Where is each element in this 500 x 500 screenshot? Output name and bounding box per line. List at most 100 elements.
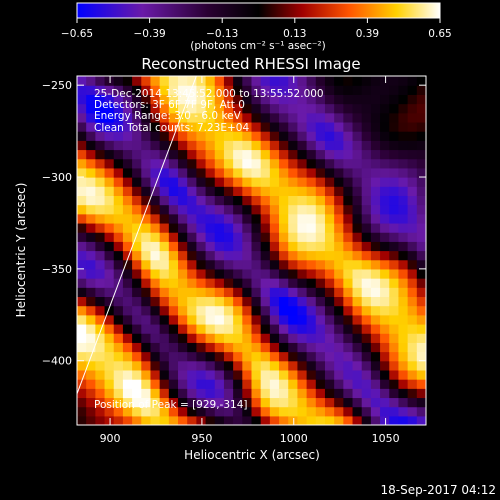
heatmap-cell (150, 213, 161, 224)
heatmap-cell (324, 177, 335, 187)
heatmap-cell (306, 186, 317, 196)
heatmap-cell (178, 177, 188, 187)
heatmap-cell (389, 222, 400, 233)
heatmap-cell (214, 415, 225, 425)
heatmap-cell (324, 195, 335, 206)
heatmap-cell (279, 268, 289, 279)
heatmap-cell (214, 167, 225, 178)
heatmap-cell (113, 323, 124, 334)
heatmap-cell (205, 103, 216, 114)
heatmap-cell (205, 85, 216, 95)
heatmap-cell (380, 342, 390, 353)
heatmap-cell (324, 167, 335, 178)
heatmap-cell (122, 112, 133, 123)
heatmap-cell (122, 314, 133, 325)
heatmap-cell (150, 323, 161, 334)
heatmap-cell (214, 76, 225, 86)
heatmap-cell (288, 287, 299, 298)
heatmap-cell (187, 204, 197, 215)
heatmap-cell (416, 305, 426, 316)
heatmap-cell (398, 158, 409, 169)
heatmap-cell (233, 103, 243, 114)
heatmap-cell (187, 149, 197, 160)
heatmap-cell (407, 388, 418, 399)
heatmap-cell (334, 259, 344, 270)
heatmap-cell (361, 323, 372, 334)
heatmap-cell (196, 103, 207, 114)
heatmap-cell (122, 213, 133, 224)
heatmap-cell (315, 415, 326, 425)
heatmap-cell (196, 397, 207, 408)
heatmap-cell (196, 314, 207, 325)
heatmap-cell (242, 158, 253, 169)
heatmap-cell (315, 278, 326, 288)
heatmap-cell (343, 213, 354, 224)
heatmap-cell (113, 360, 124, 371)
heatmap-cell (352, 140, 363, 151)
heatmap-cell (251, 94, 262, 105)
heatmap-cell (334, 149, 344, 160)
heatmap-cell (380, 406, 390, 417)
heatmap-cell (343, 250, 354, 261)
heatmap-cell (132, 241, 142, 252)
heatmap-cell (113, 76, 124, 86)
heatmap-cell (113, 241, 124, 252)
heatmap-cell (150, 351, 161, 362)
heatmap-cell (260, 351, 271, 362)
heatmap-cell (205, 149, 216, 160)
heatmap-cell (122, 131, 133, 141)
heatmap-cell (269, 342, 280, 353)
heatmap-cell (150, 177, 161, 187)
heatmap-cell (407, 94, 418, 105)
heatmap-cell (343, 388, 354, 399)
heatmap-cell (132, 131, 142, 141)
heatmap-cell (370, 140, 381, 151)
heatmap-cell (260, 369, 271, 380)
heatmap-cell (168, 250, 179, 261)
heatmap-cell (306, 259, 317, 270)
heatmap-cell (187, 232, 197, 242)
heatmap-cell (104, 268, 115, 279)
heatmap-cell (398, 167, 409, 178)
heatmap-cell (297, 186, 308, 196)
heatmap-cell (122, 167, 133, 178)
heatmap-cell (187, 121, 197, 132)
heatmap-cell (306, 333, 317, 343)
heatmap-cell (334, 112, 344, 123)
heatmap-cell (288, 305, 299, 316)
heatmap-cell (141, 333, 152, 343)
heatmap-cell (407, 369, 418, 380)
heatmap-cell (122, 333, 133, 343)
heatmap-cell (113, 121, 124, 132)
heatmap-cell (187, 397, 197, 408)
heatmap-cell (141, 94, 152, 105)
colorbar-ticks: −0.65 −0.39 −0.13 0.13 0.39 0.65 (61, 18, 452, 40)
heatmap-cell (159, 241, 170, 252)
heatmap-cell (251, 241, 262, 252)
heatmap-cell (334, 76, 344, 86)
heatmap-cell (205, 177, 216, 187)
heatmap-cell (242, 186, 253, 196)
heatmap-cell (352, 121, 363, 132)
heatmap-cell (334, 360, 344, 371)
heatmap-cell (334, 268, 344, 279)
heatmap-cell (122, 360, 133, 371)
heatmap-cell (187, 186, 197, 196)
heatmap-cell (196, 131, 207, 141)
heatmap-cell (389, 406, 400, 417)
heatmap-cell (343, 222, 354, 233)
heatmap-cell (398, 232, 409, 242)
heatmap-cell (306, 140, 317, 151)
heatmap-cell (178, 333, 188, 343)
heatmap-cell (334, 314, 344, 325)
heatmap-cell (306, 112, 317, 123)
heatmap-cell (187, 94, 197, 105)
heatmap-cell (269, 131, 280, 141)
heatmap-cell (150, 140, 161, 151)
heatmap-cell (242, 379, 253, 389)
heatmap-cell (370, 323, 381, 334)
heatmap-cell (187, 222, 197, 233)
heatmap-cell (214, 131, 225, 141)
heatmap-cell (214, 360, 225, 371)
heatmap-cell (306, 85, 317, 95)
